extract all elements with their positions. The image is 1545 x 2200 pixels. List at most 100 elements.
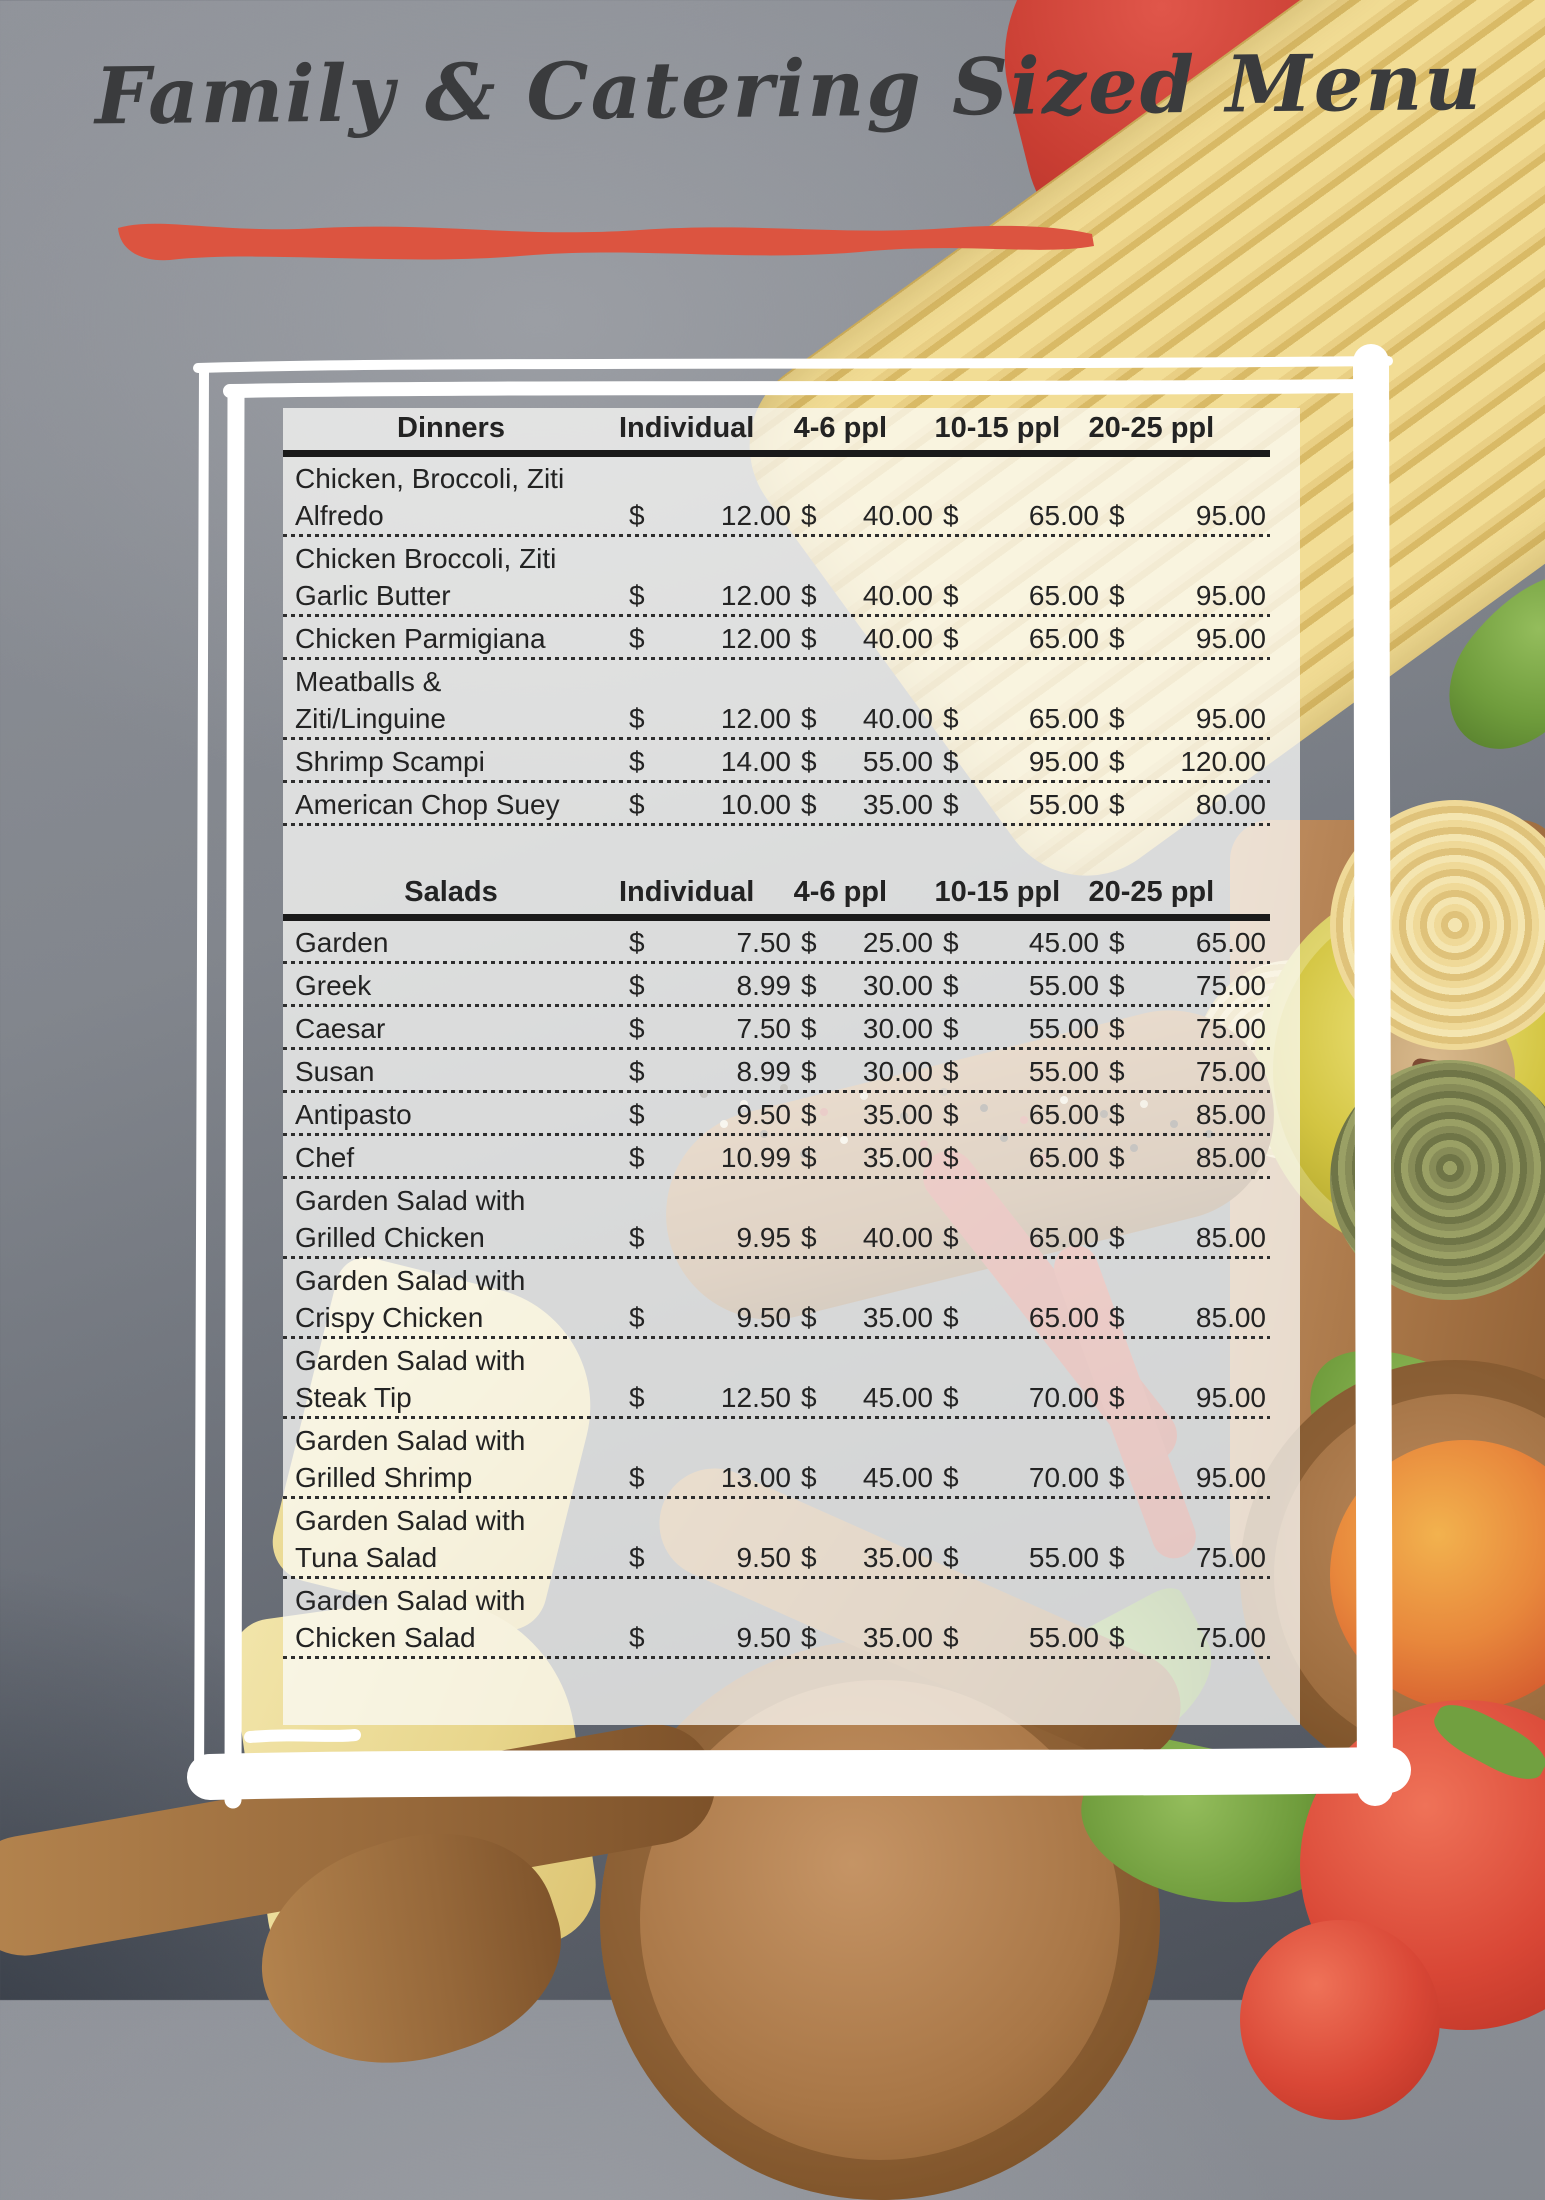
currency-symbol: $ — [1109, 1542, 1125, 1573]
column-header: 4-6 ppl — [793, 876, 888, 908]
price-value: 95.00 — [1195, 580, 1266, 611]
currency-symbol: $ — [943, 746, 959, 777]
menu-item-name: American Chop Suey — [295, 789, 560, 820]
section-title: Salads — [404, 876, 498, 908]
price-cell: $40.00 — [791, 620, 933, 657]
price-value: 95.00 — [1028, 746, 1099, 777]
currency-symbol: $ — [943, 1542, 959, 1573]
price-value: 75.00 — [1195, 970, 1266, 1001]
menu-item-name: Garden Salad with Steak Tip — [295, 1345, 526, 1413]
column-header: 10-15 ppl — [934, 876, 1061, 908]
price-value: 9.50 — [736, 1542, 792, 1573]
menu-item-row: Chicken, Broccoli, Ziti Alfredo $12.00 $40.… — [283, 457, 1270, 537]
price-value: 55.00 — [1028, 789, 1099, 820]
currency-symbol: $ — [1109, 1222, 1125, 1253]
price-value: 70.00 — [1028, 1462, 1099, 1493]
price-value: 95.00 — [1195, 703, 1266, 734]
currency-symbol: $ — [629, 1013, 645, 1044]
price-value: 35.00 — [862, 1302, 933, 1333]
menu-item-row: Chicken Parmigiana $12.00 $40.00 $65.00 $95.… — [283, 617, 1270, 660]
price-value: 95.00 — [1195, 1382, 1266, 1413]
table-body: Chicken, Broccoli, Ziti Alfredo $12.00 $40.… — [283, 457, 1270, 826]
price-cell: $12.00 — [619, 700, 791, 737]
price-cell: $55.00 — [933, 1010, 1099, 1047]
price-cell: $45.00 — [933, 924, 1099, 961]
price-value: 14.00 — [720, 746, 791, 777]
menu-item-row: Caesar $7.50 $30.00 $55.00 $75.00 — [283, 1007, 1270, 1050]
menu-item-name: Greek — [295, 970, 372, 1001]
price-cell: $80.00 — [1099, 786, 1266, 823]
price-cell: $8.99 — [619, 1053, 791, 1090]
currency-symbol: $ — [943, 1382, 959, 1413]
price-value: 30.00 — [862, 1056, 933, 1087]
price-cell: $35.00 — [791, 1619, 933, 1656]
price-value: 55.00 — [1028, 970, 1099, 1001]
currency-symbol: $ — [801, 703, 817, 734]
currency-symbol: $ — [629, 746, 645, 777]
currency-symbol: $ — [1109, 500, 1125, 531]
currency-symbol: $ — [1109, 1142, 1125, 1173]
price-cell: $85.00 — [1099, 1219, 1266, 1256]
currency-symbol: $ — [801, 1542, 817, 1573]
price-cell: $14.00 — [619, 743, 791, 780]
price-cell: $55.00 — [791, 743, 933, 780]
currency-symbol: $ — [943, 623, 959, 654]
currency-symbol: $ — [629, 1542, 645, 1573]
price-value: 10.00 — [720, 789, 791, 820]
price-value: 95.00 — [1195, 1462, 1266, 1493]
column-header: 4-6 ppl — [793, 412, 888, 444]
currency-symbol: $ — [801, 1382, 817, 1413]
price-value: 85.00 — [1195, 1222, 1266, 1253]
price-cell: $95.00 — [1099, 620, 1266, 657]
price-value: 35.00 — [862, 1099, 933, 1130]
currency-symbol: $ — [1109, 1013, 1125, 1044]
price-cell: $9.50 — [619, 1299, 791, 1336]
currency-symbol: $ — [1109, 1099, 1125, 1130]
price-value: 8.99 — [736, 1056, 792, 1087]
price-value: 35.00 — [862, 1142, 933, 1173]
price-value: 12.00 — [720, 580, 791, 611]
price-value: 55.00 — [1028, 1056, 1099, 1087]
menu-item-name: Chicken, Broccoli, Ziti Alfredo — [295, 463, 565, 531]
price-cell: $25.00 — [791, 924, 933, 961]
price-cell: $7.50 — [619, 924, 791, 961]
price-value: 9.50 — [736, 1622, 792, 1653]
price-value: 85.00 — [1195, 1142, 1266, 1173]
currency-symbol: $ — [629, 1099, 645, 1130]
price-cell: $75.00 — [1099, 967, 1266, 1004]
price-cell: $85.00 — [1099, 1096, 1266, 1133]
price-cell: $75.00 — [1099, 1539, 1266, 1576]
currency-symbol: $ — [629, 1056, 645, 1087]
price-value: 7.50 — [736, 1013, 792, 1044]
price-value: 75.00 — [1195, 1056, 1266, 1087]
price-value: 8.99 — [736, 970, 792, 1001]
price-cell: $30.00 — [791, 967, 933, 1004]
column-header: Individual — [619, 412, 755, 444]
price-cell: $35.00 — [791, 1299, 933, 1336]
price-value: 30.00 — [862, 970, 933, 1001]
price-value: 85.00 — [1195, 1099, 1266, 1130]
currency-symbol: $ — [943, 703, 959, 734]
price-value: 9.50 — [736, 1302, 792, 1333]
price-cell: $55.00 — [933, 1539, 1099, 1576]
menu-tables: Dinners Individual 4-6 ppl 10-15 ppl 20-25 … — [283, 412, 1270, 1659]
currency-symbol: $ — [629, 1302, 645, 1333]
menu-item-name: Garden Salad with Chicken Salad — [295, 1585, 526, 1653]
menu-item-row: American Chop Suey $10.00 $35.00 $55.00 $80.… — [283, 783, 1270, 826]
currency-symbol: $ — [1109, 1622, 1125, 1653]
menu-item-name: Garden — [295, 927, 389, 958]
price-value: 40.00 — [862, 703, 933, 734]
currency-symbol: $ — [943, 970, 959, 1001]
price-value: 65.00 — [1028, 1099, 1099, 1130]
price-cell: $9.50 — [619, 1539, 791, 1576]
price-value: 65.00 — [1028, 703, 1099, 734]
price-value: 65.00 — [1028, 580, 1099, 611]
currency-symbol: $ — [801, 1222, 817, 1253]
currency-symbol: $ — [943, 1622, 959, 1653]
menu-item-name: Shrimp Scampi — [295, 746, 485, 777]
price-cell: $95.00 — [1099, 577, 1266, 614]
currency-symbol: $ — [801, 970, 817, 1001]
price-cell: $70.00 — [933, 1459, 1099, 1496]
currency-symbol: $ — [1109, 789, 1125, 820]
currency-symbol: $ — [801, 1142, 817, 1173]
